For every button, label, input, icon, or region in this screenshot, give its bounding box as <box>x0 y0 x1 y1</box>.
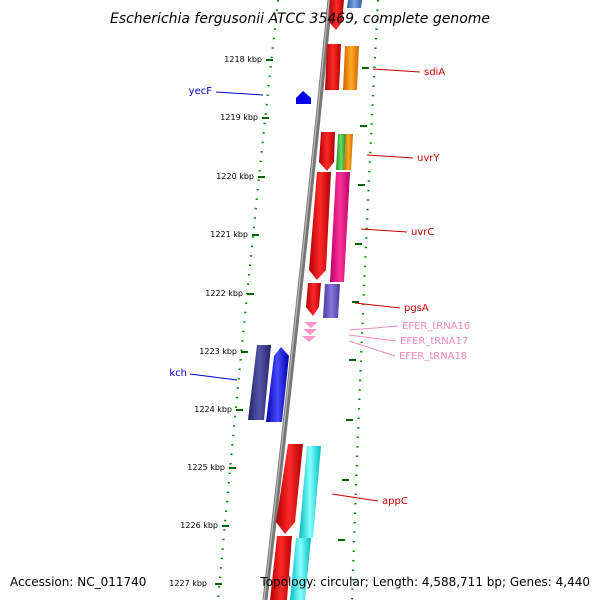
label-pgsa: pgsA <box>404 303 429 314</box>
tick-label: 1225 kbp <box>187 463 225 472</box>
forward-strand-features <box>270 0 362 600</box>
leader-trna17 <box>348 334 397 342</box>
gene-uvrc <box>309 172 331 280</box>
genome-backbone-highlight <box>263 0 330 600</box>
label-trna18: EFER_tRNA18 <box>399 351 467 362</box>
trna-18 <box>302 336 316 342</box>
trna-16 <box>304 322 318 328</box>
leader-uvry <box>366 154 414 159</box>
label-uvrc: uvrC <box>411 227 434 238</box>
gene-cog <box>290 538 311 600</box>
gene-yecf <box>296 91 311 104</box>
leader-trna18 <box>348 340 396 357</box>
gene-uvry-cog2 <box>344 134 353 170</box>
leader-yecf <box>215 91 264 96</box>
label-trna16: EFER_tRNA16 <box>402 321 470 332</box>
gene-uvry <box>319 132 335 171</box>
leader-sdia <box>372 68 421 73</box>
left-tick-marks <box>215 59 273 585</box>
gene-arrow <box>329 0 344 30</box>
gene-kch <box>266 347 289 422</box>
gene-appc <box>276 444 303 534</box>
accession-text: Accession: NC_011740 <box>10 575 146 589</box>
tick-labels: 1218 kbp 1219 kbp 1220 kbp 1221 kbp 1222… <box>169 55 262 588</box>
left-dotted-line <box>216 0 280 600</box>
tick-label: 1224 kbp <box>194 405 232 414</box>
gene-arrow <box>347 0 362 8</box>
label-trna17: EFER_tRNA17 <box>400 336 468 347</box>
tick-label: 1226 kbp <box>180 521 218 530</box>
reverse-strand-features <box>248 91 311 422</box>
gene-arrow <box>270 536 292 600</box>
right-tick-marks <box>338 67 369 541</box>
label-sdia: sdiA <box>424 67 445 78</box>
tick-label: 1220 kbp <box>216 172 254 181</box>
right-leader-lines <box>331 68 421 502</box>
leader-trna16 <box>349 325 399 331</box>
tick-label: 1223 kbp <box>199 347 237 356</box>
label-kch: kch <box>169 368 187 379</box>
label-appc: appC <box>382 496 408 507</box>
leader-uvrc <box>360 228 408 233</box>
gene-sdia <box>325 44 341 90</box>
gene-appc-cog <box>299 446 321 538</box>
gene-kch-cog <box>248 345 271 420</box>
leader-pgsa <box>354 302 401 309</box>
tick-label: 1221 kbp <box>210 230 248 239</box>
left-gene-labels: yecF kch <box>169 86 212 379</box>
tick-label: 1218 kbp <box>224 55 262 64</box>
label-yecf: yecF <box>189 86 213 97</box>
tick-label: 1219 kbp <box>220 113 258 122</box>
gene-pgsa-cog <box>323 284 340 318</box>
label-uvry: uvrY <box>417 153 440 164</box>
gene-uvry-cog <box>336 134 346 170</box>
leader-appc <box>331 493 379 502</box>
genome-summary-text: Topology: circular; Length: 4,588,711 bp… <box>259 575 590 589</box>
tick-label: 1227 kbp <box>169 579 207 588</box>
right-gene-labels: sdiA uvrY uvrC pgsA EFER_tRNA16 EFER_tRN… <box>382 67 470 507</box>
gene-pgsa <box>306 283 321 316</box>
gene-sdia-cog <box>343 46 359 90</box>
tick-label: 1222 kbp <box>205 289 243 298</box>
genome-backbone <box>262 0 333 600</box>
map-title: Escherichia fergusonii ATCC 35469, compl… <box>110 11 490 27</box>
left-leader-lines <box>189 91 264 381</box>
trna-17 <box>303 329 317 335</box>
leader-kch <box>189 373 238 381</box>
gene-uvrc-cog <box>330 172 350 282</box>
